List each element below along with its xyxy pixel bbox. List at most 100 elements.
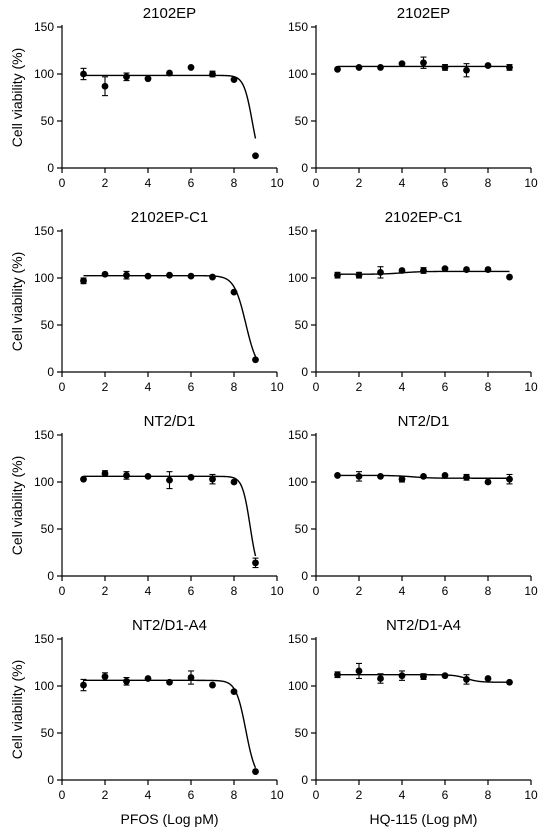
- x-tick-label: 2: [356, 176, 363, 190]
- data-point: [463, 676, 470, 683]
- x-tick-label: 10: [270, 788, 284, 802]
- data-point: [506, 64, 513, 71]
- chart-panel: NT2/D1 0 50 100 150 0 2 4 6 8 10 Cell viability (%): [9, 413, 284, 598]
- y-tick-label: 100: [34, 679, 54, 693]
- x-tick-label: 6: [188, 788, 195, 802]
- y-tick-label: 50: [295, 114, 309, 128]
- data-point: [377, 64, 384, 71]
- chart-panel: 2102EP 0 50 100 150 0 2 4 6 8 10 Cell viability (%): [9, 5, 284, 190]
- data-point: [506, 273, 513, 281]
- data-point: [420, 472, 427, 480]
- chart-panel: NT2/D1-A4 0 50 100 150 0 2 4 6 8 10 HQ-115 (Log pM): [288, 617, 538, 827]
- x-tick-label: 6: [442, 788, 449, 802]
- y-tick-label: 100: [288, 679, 308, 693]
- x-tick-label: 10: [524, 788, 538, 802]
- x-tick-label: 4: [399, 584, 406, 598]
- x-tick-label: 0: [313, 788, 320, 802]
- x-tick-label: 0: [313, 176, 320, 190]
- fit-curve: [83, 74, 257, 139]
- x-tick-label: 10: [270, 176, 284, 190]
- x-tick-label: 6: [188, 584, 195, 598]
- fit-curve: [83, 679, 257, 769]
- panel-title: NT2/D1-A4: [386, 617, 461, 634]
- data-point: [101, 82, 109, 90]
- data-point: [377, 268, 384, 276]
- x-tick-label: 10: [524, 380, 538, 394]
- data-point: [80, 277, 87, 285]
- y-tick-label: 150: [288, 224, 308, 238]
- x-tick-label: 6: [188, 176, 195, 190]
- data-point: [230, 288, 238, 296]
- data-point: [398, 60, 406, 68]
- x-tick-label: 10: [524, 584, 538, 598]
- data-point: [187, 272, 195, 280]
- x-tick-label: 2: [356, 584, 363, 598]
- data-point: [334, 671, 341, 679]
- data-point: [334, 65, 341, 73]
- y-tick-label: 0: [47, 773, 54, 787]
- panel-title: 2102EP: [143, 5, 196, 22]
- y-tick-label: 100: [288, 67, 308, 81]
- data-point: [252, 356, 259, 364]
- data-point: [209, 273, 216, 281]
- data-point: [144, 675, 152, 682]
- data-point: [187, 64, 195, 71]
- data-point: [355, 667, 363, 675]
- data-point: [230, 688, 238, 696]
- x-tick-label: 0: [59, 380, 66, 394]
- data-point: [166, 678, 173, 686]
- y-tick-label: 50: [41, 114, 55, 128]
- fit-curve: [83, 274, 257, 357]
- data-point: [252, 152, 259, 160]
- x-tick-label: 10: [270, 584, 284, 598]
- data-point: [230, 76, 238, 84]
- x-tick-label: 2: [102, 176, 109, 190]
- x-tick-label: 8: [231, 380, 238, 394]
- data-point: [187, 473, 195, 481]
- y-tick-label: 0: [301, 161, 308, 175]
- data-point: [377, 675, 384, 682]
- x-tick-label: 4: [145, 788, 152, 802]
- data-point: [230, 478, 238, 486]
- y-tick-label: 150: [34, 632, 54, 646]
- data-point: [441, 672, 449, 680]
- x-tick-label: 4: [399, 176, 406, 190]
- data-point: [166, 271, 173, 279]
- data-point: [144, 472, 152, 480]
- x-tick-label: 8: [485, 788, 492, 802]
- x-tick-label: 2: [356, 380, 363, 394]
- x-tick-label: 2: [102, 380, 109, 394]
- data-point: [484, 266, 492, 273]
- panel-title: NT2/D1: [144, 413, 196, 430]
- y-tick-label: 150: [34, 224, 54, 238]
- y-axis-label: Cell viability (%): [9, 48, 25, 148]
- y-tick-label: 100: [288, 271, 308, 285]
- chart-panel: NT2/D1 0 50 100 150 0 2 4 6 8 10: [288, 413, 538, 598]
- x-tick-label: 0: [59, 788, 66, 802]
- panel-title: 2102EP-C1: [385, 209, 463, 226]
- data-point: [463, 473, 470, 481]
- data-point: [144, 75, 152, 83]
- x-tick-label: 0: [313, 584, 320, 598]
- x-tick-label: 8: [231, 584, 238, 598]
- y-tick-label: 150: [34, 20, 54, 34]
- data-point: [80, 475, 87, 483]
- x-tick-label: 6: [188, 380, 195, 394]
- chart-panel: 2102EP-C1 0 50 100 150 0 2 4 6 8 10 Cell viability …: [9, 209, 284, 394]
- x-tick-label: 8: [231, 788, 238, 802]
- data-point: [398, 475, 406, 483]
- chart-panel: 2102EP-C1 0 50 100 150 0 2 4 6 8 10: [288, 209, 538, 394]
- data-point: [398, 672, 406, 680]
- data-point: [123, 271, 130, 279]
- chart-panel: NT2/D1-A4 0 50 100 150 0 2 4 6 8 10 Cell viability …: [9, 617, 284, 827]
- data-point: [252, 559, 259, 567]
- x-tick-label: 10: [524, 176, 538, 190]
- data-point: [420, 267, 427, 274]
- data-point: [123, 73, 130, 81]
- data-point: [334, 271, 341, 279]
- data-point: [506, 475, 513, 483]
- data-point: [144, 272, 152, 280]
- data-point: [80, 70, 87, 78]
- y-axis-label: Cell viability (%): [9, 456, 25, 556]
- y-axis-label: Cell viability (%): [9, 660, 25, 760]
